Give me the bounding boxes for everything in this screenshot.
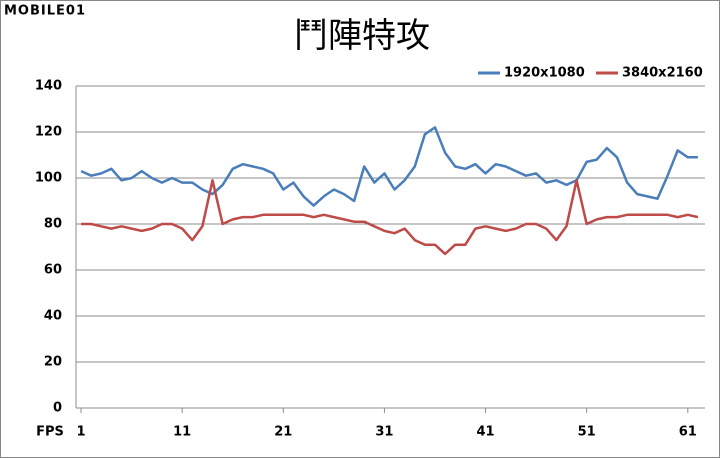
series-line bbox=[80, 126, 698, 207]
x-tick-label: 41 bbox=[477, 425, 495, 440]
x-tick-label: 51 bbox=[578, 425, 596, 440]
watermark: MOBILE01 bbox=[4, 4, 86, 19]
y-tick-label: 60 bbox=[44, 263, 62, 278]
x-axis-label: FPS bbox=[36, 425, 64, 440]
series-line bbox=[81, 179, 699, 256]
x-tick-label: 61 bbox=[679, 425, 697, 440]
legend-label: 1920x1080 bbox=[504, 66, 585, 81]
y-tick-label: 100 bbox=[35, 171, 62, 186]
x-tick-label: 21 bbox=[274, 425, 292, 440]
y-tick-label: 20 bbox=[44, 355, 62, 370]
y-tick-label: 0 bbox=[53, 401, 62, 416]
chart-title: 鬥陣特攻 bbox=[294, 16, 430, 56]
x-tick-label: 1 bbox=[77, 425, 86, 440]
y-tick-label: 120 bbox=[35, 125, 62, 140]
y-tick-label: 140 bbox=[35, 79, 62, 94]
y-tick-label: 80 bbox=[44, 217, 62, 232]
legend-label: 3840x2160 bbox=[622, 66, 703, 81]
y-tick-label: 40 bbox=[44, 309, 62, 324]
x-tick-label: 11 bbox=[173, 425, 191, 440]
x-tick-label: 31 bbox=[375, 425, 393, 440]
